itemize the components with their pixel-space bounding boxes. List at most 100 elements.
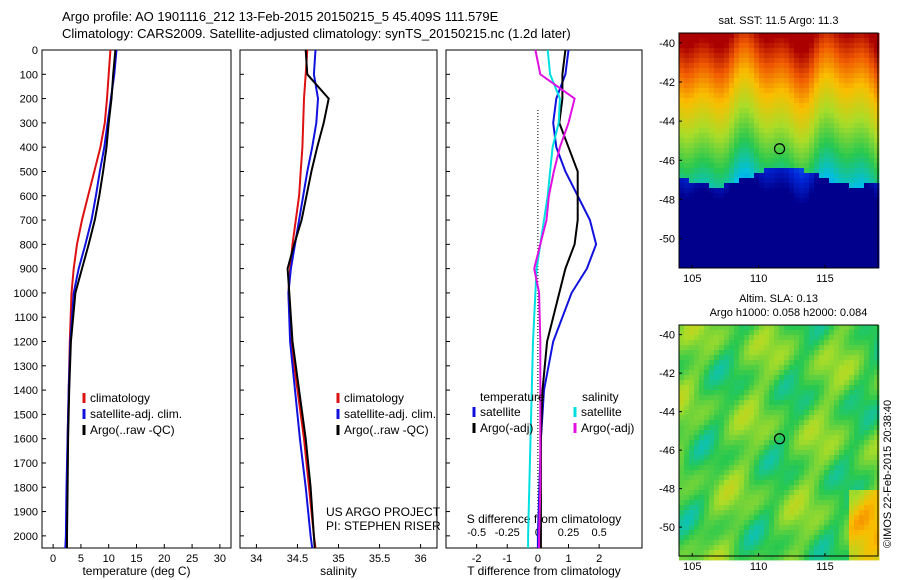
sst-map-cell (684, 208, 690, 214)
sla-map-cell (789, 410, 795, 416)
sla-map-cell (769, 465, 775, 471)
sla-map-cell (834, 535, 840, 541)
sla-map-cell (829, 365, 835, 371)
sst-map-cell (839, 78, 845, 84)
sst-map-cell (734, 53, 740, 59)
sst-map-cell (849, 173, 855, 179)
sst-map-cell (724, 238, 730, 244)
sst-map-cell (704, 178, 710, 184)
sla-map-cell (784, 430, 790, 436)
sst-map-cell (689, 153, 695, 159)
sst-map-cell (769, 78, 775, 84)
sst-map-cell (759, 248, 765, 254)
sst-map-cell (864, 43, 870, 49)
sst-map-cell (799, 178, 805, 184)
sst-map-cell (694, 213, 700, 219)
sla-map-cell (749, 345, 755, 351)
sst-map-cell (814, 138, 820, 144)
sst-map-cell (774, 123, 780, 129)
sst-map-cell (834, 68, 840, 74)
sla-map-cell (874, 405, 880, 411)
sst-map-cell (789, 118, 795, 124)
sla-map-argo-marker (773, 433, 786, 445)
sla-map-cell (834, 325, 840, 331)
sst-map-cell (729, 178, 735, 184)
sla-map-cell (839, 490, 845, 496)
sla-map-cell (824, 375, 830, 381)
sla-map-cell (824, 350, 830, 356)
sla-map-cell (684, 440, 690, 446)
sst-map-cell (864, 208, 870, 214)
sla-map-cell (834, 550, 840, 556)
sla-map-cell (714, 495, 720, 501)
sst-map-cell (829, 228, 835, 234)
sla-map-cell (774, 550, 780, 556)
sst-map-cell (699, 153, 705, 159)
sla-map-cell (859, 440, 865, 446)
salinity-tick-label: 35 (332, 553, 344, 565)
sla-map-cell (744, 555, 750, 561)
sst-map-cell (714, 128, 720, 134)
sla-map-cell (734, 525, 740, 531)
sla-map-cell (689, 330, 695, 336)
sst-map-cell (874, 123, 880, 129)
sla-map-cell (719, 355, 725, 361)
sla-map-cell (804, 480, 810, 486)
sst-map-cell (749, 183, 755, 189)
sst-map-cell (854, 168, 860, 174)
sst-map-cell (694, 158, 700, 164)
sst-map-cell (684, 153, 690, 159)
sst-map-cell (819, 203, 825, 209)
sst-map-cell (764, 248, 770, 254)
project-annotation: PI: STEPHEN RISER (326, 519, 441, 533)
sla-map-cell (739, 385, 745, 391)
sla-map-cell (834, 480, 840, 486)
sla-map-cell (814, 380, 820, 386)
sst-map-cell (739, 248, 745, 254)
sla-map-cell (874, 330, 880, 336)
sst-map-cell (799, 108, 805, 114)
sla-map-cell (799, 420, 805, 426)
sst-map-cell (849, 58, 855, 64)
sst-map-cell (769, 178, 775, 184)
sst-map-cell (809, 68, 815, 74)
sla-map-cell (844, 460, 850, 466)
sla-map-cell (709, 485, 715, 491)
sst-map-cell (714, 188, 720, 194)
sla-map-cell (739, 435, 745, 441)
sst-map-cell (764, 243, 770, 249)
sst-map-cell (854, 263, 860, 269)
sla-map-cell (724, 445, 730, 451)
sst-map-cell (689, 248, 695, 254)
sst-map-cell (824, 223, 830, 229)
sst-map-cell (834, 53, 840, 59)
sst-map-cell (814, 128, 820, 134)
sst-map-cell (839, 223, 845, 229)
sst-map-cell (679, 183, 685, 189)
sst-map-cell (789, 198, 795, 204)
sla-map-cell (814, 555, 820, 561)
sla-map-cell (679, 525, 685, 531)
sla-map-cell (874, 325, 880, 331)
sla-map-cell (789, 530, 795, 536)
sla-map-cell (804, 510, 810, 516)
sla-map-cell (724, 435, 730, 441)
sla-map-cell (824, 480, 830, 486)
sst-map-cell (844, 118, 850, 124)
sst-map-cell (844, 253, 850, 259)
sst-map-cell (744, 103, 750, 109)
sla-map-cell (714, 355, 720, 361)
sst-map-cell (874, 193, 880, 199)
sla-map-cell (849, 530, 855, 536)
sla-map-cell (734, 545, 740, 551)
sla-map-cell (754, 390, 760, 396)
sla-map-cell (679, 345, 685, 351)
sst-map-cell (849, 83, 855, 89)
sla-map-cell (679, 380, 685, 386)
sst-map-cell (869, 88, 875, 94)
sla-map-cell (734, 340, 740, 346)
sst-map-cell (689, 113, 695, 119)
sla-map-cell (824, 335, 830, 341)
sst-map-cell (869, 103, 875, 109)
sst-map-cell (829, 103, 835, 109)
